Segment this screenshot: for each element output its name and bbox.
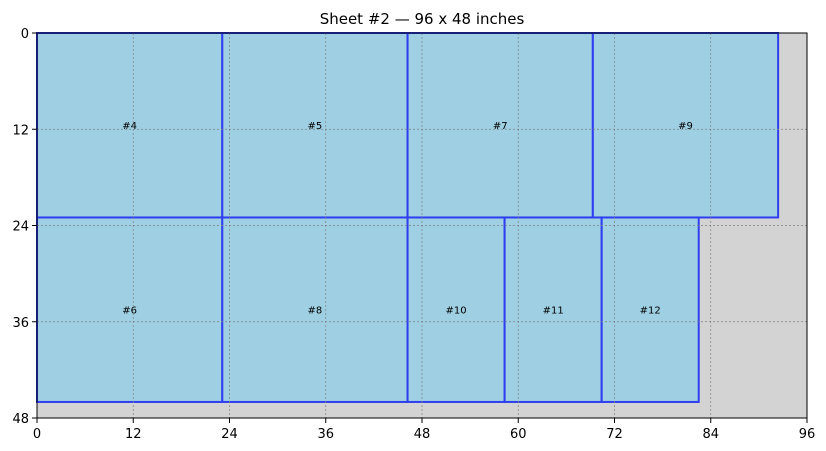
x-tick-label: 72 — [606, 427, 623, 442]
piece-label: #6 — [122, 306, 137, 317]
x-tick-label: 12 — [125, 427, 142, 442]
piece-label: #7 — [493, 121, 508, 132]
x-tick-label: 48 — [414, 427, 431, 442]
x-tick-label: 36 — [317, 427, 334, 442]
piece-rect — [36, 32, 224, 219]
piece-label: #4 — [122, 121, 137, 132]
y-axis: 0 12 24 36 48 — [12, 27, 37, 427]
piece-label: #9 — [678, 121, 693, 132]
piece-rect — [406, 216, 506, 403]
y-tick-label: 0 — [21, 27, 29, 42]
piece-rect — [406, 32, 594, 219]
x-tick-label: 84 — [702, 427, 719, 442]
y-tick-label: 48 — [12, 412, 29, 427]
piece-rect — [503, 216, 603, 403]
y-tick-label: 36 — [12, 316, 29, 331]
piece-rect — [591, 32, 780, 219]
x-tick-label: 0 — [33, 427, 41, 442]
piece-rect — [600, 216, 700, 403]
chart-title: Sheet #2 — 96 x 48 inches — [320, 10, 525, 28]
x-axis: 0 12 24 36 48 60 72 84 96 — [33, 418, 815, 442]
piece-label: #8 — [308, 306, 323, 317]
piece-label: #5 — [308, 121, 323, 132]
plot-area: #4 #5 #7 #9 #6 #8 #10 #11 #12 — [36, 32, 808, 419]
piece-rect — [221, 216, 409, 403]
piece-rect — [36, 216, 224, 403]
x-tick-label: 24 — [221, 427, 238, 442]
piece-label: #10 — [446, 306, 467, 317]
y-tick-label: 24 — [12, 220, 29, 235]
x-tick-label: 60 — [510, 427, 527, 442]
piece-label: #12 — [640, 306, 661, 317]
piece-label: #11 — [543, 306, 564, 317]
x-tick-label: 96 — [799, 427, 816, 442]
y-tick-label: 12 — [12, 123, 29, 138]
